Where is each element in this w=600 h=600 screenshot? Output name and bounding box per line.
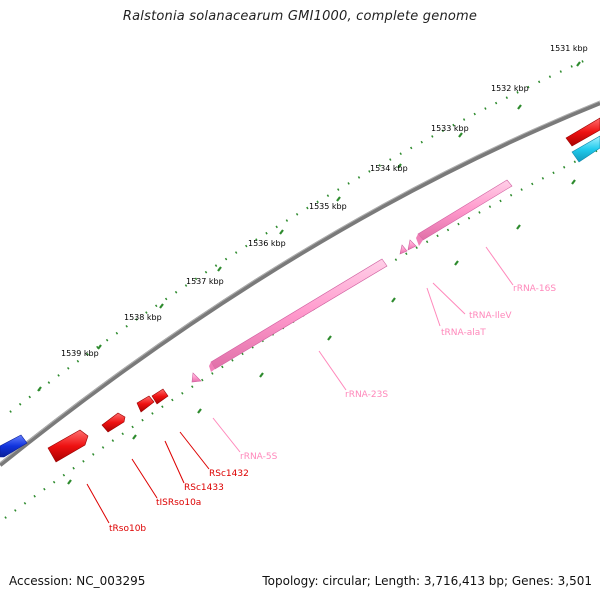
leader-rrna-23s — [318, 350, 347, 391]
cds-features — [0, 117, 600, 463]
feature-label-trso10b: tRso10b — [109, 524, 146, 534]
rrna-16s-arrowhead — [416, 234, 423, 246]
major-tick — [197, 408, 202, 414]
minor-ticks-outer — [9, 56, 591, 413]
major-tick — [458, 132, 463, 138]
feature-label-rsc1432: RSc1432 — [209, 469, 249, 479]
major-tick — [454, 260, 459, 266]
cds-feature-rsc1432[interactable] — [151, 388, 169, 405]
genome-title: Ralstonia solanacearum GMI1000, complete… — [122, 9, 478, 24]
kbp-label: 1534 kbp — [370, 164, 408, 173]
trna-ilev-feature[interactable] — [407, 239, 417, 251]
feature-labels: rRNA-16S tRNA-IleV tRNA-alaT rRNA-23S rR… — [109, 284, 556, 534]
leader-rrna-16s — [485, 246, 514, 286]
major-tick — [159, 303, 164, 309]
major-tick — [576, 61, 581, 67]
feature-label-rrna-23s: rRNA-23S — [345, 390, 388, 400]
feature-label-trna-alat: tRNA-alaT — [441, 328, 486, 338]
trna-alat-feature[interactable] — [399, 244, 408, 255]
inner-tick-track — [4, 149, 599, 519]
cds-feature-cyan[interactable] — [571, 135, 600, 163]
leader-lines — [86, 246, 514, 524]
leader-trso10b — [86, 483, 110, 524]
major-tick — [279, 229, 284, 235]
kbp-label: 1539 kbp — [61, 349, 99, 358]
kbp-label: 1536 kbp — [248, 239, 286, 248]
major-tick — [217, 266, 222, 272]
kbp-label: 1537 kbp — [186, 277, 224, 286]
cds-feature-rsc1433[interactable] — [136, 395, 155, 413]
genome-backbone — [0, 100, 600, 467]
rrna-16s-feature[interactable] — [417, 179, 513, 241]
leader-trna-ilev — [432, 282, 466, 315]
major-tick — [391, 297, 396, 303]
cds-feature-trso10b[interactable] — [47, 429, 89, 463]
kbp-labels: 1531 kbp 1532 kbp 1533 kbp 1534 kbp 1535… — [61, 44, 588, 358]
cds-feature-top-right[interactable] — [565, 117, 600, 147]
major-tick — [397, 163, 402, 169]
major-tick — [97, 344, 102, 350]
kbp-label: 1538 kbp — [124, 313, 162, 322]
kbp-label: 1532 kbp — [491, 84, 529, 93]
genome-summary-text: Topology: circular; Length: 3,716,413 bp… — [262, 574, 592, 588]
major-tick — [67, 479, 72, 485]
outer-tick-track — [9, 56, 591, 413]
leader-trna-alat — [426, 287, 441, 327]
kbp-label: 1535 kbp — [309, 202, 347, 211]
major-tick — [516, 224, 521, 230]
major-tick — [37, 386, 42, 392]
rrna-5s-feature[interactable] — [191, 372, 202, 383]
minor-ticks-inner — [4, 149, 599, 519]
kbp-label: 1533 kbp — [431, 124, 469, 133]
leader-tisrso10a — [131, 458, 158, 499]
leader-rsc1433 — [164, 440, 185, 484]
genome-backbone-highlight — [0, 100, 600, 464]
major-tick — [259, 372, 264, 378]
rrna-23s-feature[interactable] — [210, 258, 388, 370]
major-tick — [132, 434, 137, 440]
major-tick — [336, 196, 341, 202]
accession-text: Accession: NC_003295 — [9, 574, 146, 588]
leader-rsc1432 — [179, 431, 210, 470]
leader-rrna-5s — [212, 417, 241, 453]
major-tick — [327, 335, 332, 341]
feature-label-tisrso10a: tISRso10a — [156, 498, 201, 508]
feature-label-rsc1433: RSc1433 — [184, 483, 224, 493]
cds-feature-blue[interactable] — [0, 434, 28, 458]
major-tick — [571, 179, 576, 185]
feature-label-trna-ilev: tRNA-IleV — [469, 311, 512, 321]
feature-label-rrna-5s: rRNA-5S — [240, 452, 278, 462]
major-tick — [517, 104, 522, 110]
rrna-23s-arrowhead — [209, 362, 215, 372]
kbp-label: 1531 kbp — [550, 44, 588, 53]
feature-label-rrna-16s: rRNA-16S — [513, 284, 556, 294]
cds-feature-tisrso10a[interactable] — [101, 412, 126, 433]
rrna-features — [191, 179, 513, 383]
